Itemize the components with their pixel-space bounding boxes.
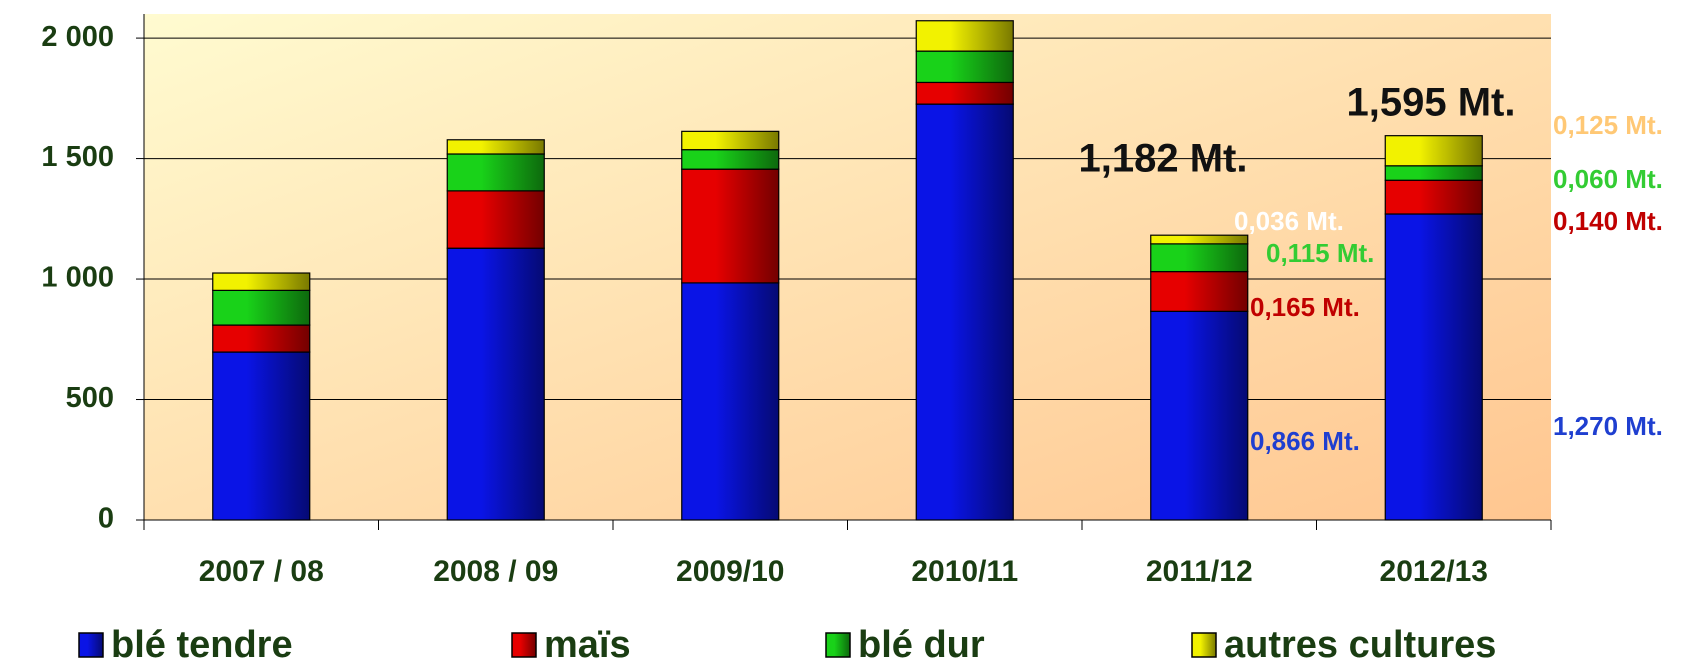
bar-segment [212,324,311,353]
bar-segment [446,190,545,249]
data-label: 0,115 Mt. [1266,238,1374,268]
bar-segment [915,20,1014,52]
legend-swatch [78,632,104,658]
data-label: 0,866 Mt. [1250,426,1360,456]
x-tick-label: 2008 / 09 [433,555,558,588]
data-label: 0,060 Mt. [1553,164,1663,194]
y-tick-label: 1 500 [41,141,114,173]
data-label: 1,270 Mt. [1553,411,1663,441]
x-tick-label: 2012/13 [1380,555,1488,588]
bar-segment [446,139,545,155]
legend-label: blé dur [858,624,985,666]
legend-label: autres cultures [1224,624,1496,666]
bar-segment [1384,135,1483,167]
bar-segment [1150,234,1249,245]
bar-segment [915,50,1014,84]
data-label: 0,165 Mt. [1250,292,1360,322]
bar-segment [446,247,545,521]
y-tick-label: 0 [98,503,114,535]
y-tick-label: 1 000 [41,262,114,294]
y-tick-label: 500 [66,382,114,414]
bar-segment [1150,310,1249,521]
x-tick-label: 2009/10 [676,555,784,588]
bar-segment [915,81,1014,105]
x-tick-label: 2007 / 08 [199,555,324,588]
bar-segment [681,149,780,170]
total-annotation: 1,595 Mt. [1347,81,1516,125]
y-tick-label: 2 000 [41,21,114,53]
data-label: 0,036 Mt. [1234,206,1344,236]
bar-segment [681,168,780,284]
x-tick-label: 2011/12 [1146,555,1253,588]
legend-swatch [511,632,537,658]
data-label: 0,140 Mt. [1553,206,1663,236]
bar-segment [1384,179,1483,215]
legend-swatch [825,632,851,658]
x-tick-label: 2010/11 [911,555,1018,588]
bar-segment [915,103,1014,521]
bar-segment [1384,213,1483,521]
bar-segment [212,289,311,326]
legend-label: maïs [544,624,631,666]
bar-segment [1150,243,1249,273]
bar-segment [681,282,780,521]
data-label: 0,125 Mt. [1553,110,1663,140]
legend-swatch [1191,632,1217,658]
bar-segment [446,153,545,192]
bar-segment [212,272,311,291]
bar-segment [212,351,311,521]
total-annotation: 1,182 Mt. [1079,137,1248,181]
bar-segment [1384,165,1483,181]
plot-area [144,14,1551,520]
legend-label: blé tendre [111,624,293,666]
bar-segment [681,130,780,151]
bar-segment [1150,270,1249,312]
